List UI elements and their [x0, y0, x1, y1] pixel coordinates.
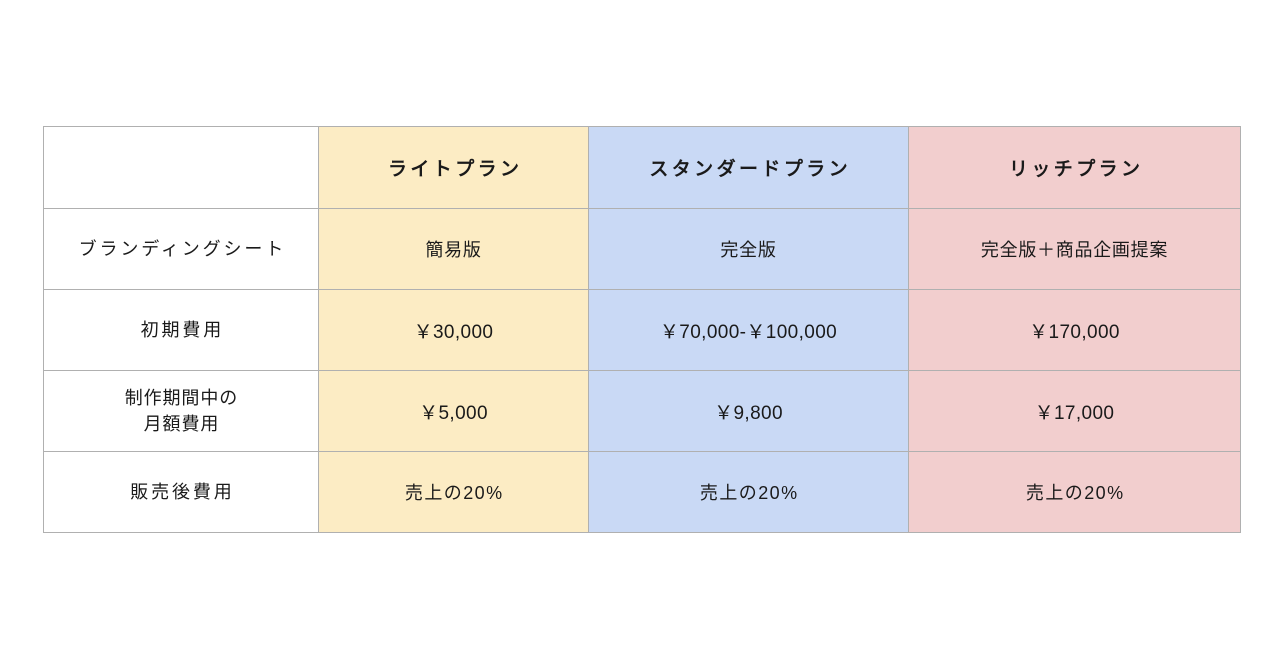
cell-monthly-cost-light: ￥5,000: [318, 370, 589, 452]
header-plan-standard: スタンダードプラン: [588, 126, 909, 209]
pricing-table: ライトプラン スタンダードプラン リッチプラン ブランディングシート 簡易版 完…: [43, 126, 1241, 533]
cell-monthly-cost-rich: ￥17,000: [908, 370, 1241, 452]
cell-initial-cost-standard: ￥70,000-￥100,000: [588, 289, 909, 371]
cell-post-sale-cost-rich: 売上の20%: [908, 451, 1241, 533]
table-row-monthly-cost: 制作期間中の 月額費用 ￥5,000 ￥9,800 ￥17,000: [43, 370, 1241, 452]
cell-branding-sheet-standard: 完全版: [588, 208, 909, 290]
cell-branding-sheet-light: 簡易版: [318, 208, 589, 290]
row-label-initial-cost: 初期費用: [43, 289, 319, 371]
header-corner-empty: [43, 126, 319, 209]
table-header-row: ライトプラン スタンダードプラン リッチプラン: [43, 126, 1241, 209]
row-label-monthly-cost: 制作期間中の 月額費用: [43, 370, 319, 452]
table-row-branding-sheet: ブランディングシート 簡易版 完全版 完全版＋商品企画提案: [43, 208, 1241, 290]
table-row-initial-cost: 初期費用 ￥30,000 ￥70,000-￥100,000 ￥170,000: [43, 289, 1241, 371]
cell-post-sale-cost-light: 売上の20%: [318, 451, 589, 533]
row-label-monthly-cost-line2: 月額費用: [143, 414, 220, 434]
row-label-post-sale-cost: 販売後費用: [43, 451, 319, 533]
cell-branding-sheet-rich: 完全版＋商品企画提案: [908, 208, 1241, 290]
cell-post-sale-cost-standard: 売上の20%: [588, 451, 909, 533]
cell-monthly-cost-standard: ￥9,800: [588, 370, 909, 452]
cell-initial-cost-light: ￥30,000: [318, 289, 589, 371]
row-label-monthly-cost-line1: 制作期間中の: [124, 387, 239, 408]
pricing-table-container: ライトプラン スタンダードプラン リッチプラン ブランディングシート 簡易版 完…: [43, 126, 1241, 533]
table-row-post-sale-cost: 販売後費用 売上の20% 売上の20% 売上の20%: [43, 451, 1241, 533]
row-label-branding-sheet: ブランディングシート: [43, 208, 319, 290]
cell-initial-cost-rich: ￥170,000: [908, 289, 1241, 371]
header-plan-light: ライトプラン: [318, 126, 589, 209]
header-plan-rich: リッチプラン: [908, 126, 1241, 209]
